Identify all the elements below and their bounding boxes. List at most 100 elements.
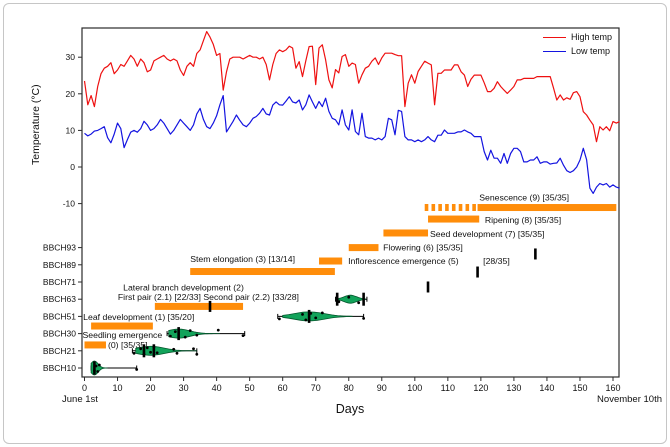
x-tick-label: 80 [344, 383, 354, 393]
x-tick-label: 130 [506, 383, 521, 393]
stage-label: Stem elongation (3) [13/14] [190, 254, 295, 264]
legend: High temp Low temp [543, 30, 612, 58]
temp-tick-label: 20 [66, 89, 76, 99]
temp-tick-label: 10 [66, 125, 76, 135]
violin-point [173, 330, 177, 333]
violin-point [94, 364, 98, 368]
stage-label: [28/35] [483, 256, 510, 266]
violin-point [145, 346, 149, 350]
violin-bbch30 [168, 328, 220, 339]
x-tick-label: 160 [605, 383, 620, 393]
stage-label: Seedling emergence [83, 330, 163, 340]
x-tick-label: 120 [473, 383, 488, 393]
violin-point [309, 312, 313, 315]
event-marker-tick [426, 281, 430, 293]
violin-point [188, 329, 192, 332]
event-marker-tick [534, 248, 537, 260]
violin-point [241, 334, 245, 337]
violin-median-tick [307, 309, 311, 323]
stage-label: Senescence (9) [35/35] [479, 193, 569, 203]
violin-point [168, 334, 172, 338]
y-axis-title: Temperature (°C) [30, 84, 42, 166]
violin-point [132, 351, 136, 355]
legend-item-low-temp: Low temp [543, 44, 612, 58]
violin-point [183, 335, 187, 339]
high-temp-line-swatch [543, 36, 566, 38]
event-marker-tick [208, 300, 212, 312]
figure-border [3, 3, 667, 444]
violin-median-tick [93, 361, 96, 375]
x-start-date-label: June 1st [62, 394, 98, 405]
violin-median-tick [177, 327, 180, 341]
x-tick-label: 150 [572, 383, 587, 393]
x-tick-label: 0 [82, 383, 87, 393]
violin-point [139, 347, 143, 351]
temp-tick-label: 30 [66, 52, 76, 62]
x-tick-label: 140 [539, 383, 554, 393]
stage-label: First pair (2.1) [22/33] Second pair (2.… [118, 292, 299, 302]
bbch-tick-label: BBCH89 [43, 260, 76, 270]
violin-median-tick [335, 292, 339, 306]
violin-point [195, 352, 199, 356]
violin-point [152, 345, 156, 349]
seedling-emergence-bar [84, 341, 106, 349]
x-tick-label: 90 [377, 383, 387, 393]
bbch-tick-label: BBCH30 [43, 329, 76, 339]
x-tick-label: 20 [146, 383, 156, 393]
seed-development-bar [383, 229, 429, 237]
ripening-bar [428, 215, 480, 223]
violin-median-tick [142, 344, 146, 358]
violin-bbch63 [336, 294, 366, 304]
high-temp-line [83, 31, 620, 143]
violin-point [96, 370, 100, 373]
violin-point [192, 347, 195, 351]
violin-point [347, 295, 351, 299]
flowering-bar [348, 244, 379, 252]
violin-point [172, 347, 176, 351]
bbch-tick-label: BBCH10 [43, 363, 76, 373]
leaf-development-bar [91, 322, 153, 330]
stem-elongation-bar [190, 268, 335, 276]
stage-label: Lateral branch development (2) [123, 283, 244, 293]
violin-point [301, 313, 304, 316]
violin-point [97, 363, 101, 367]
violin-point [357, 301, 361, 305]
temp-tick-label: -10 [63, 199, 76, 209]
violin-point [142, 352, 146, 356]
violin-point [320, 311, 324, 315]
violin-point [175, 351, 179, 355]
legend-label-high-temp: High temp [571, 32, 613, 42]
violin-point [216, 328, 220, 332]
x-tick-label: 70 [311, 383, 321, 393]
stage-label: Ripening (8) [35/35] [485, 215, 561, 225]
violin-point [195, 333, 199, 337]
bbch-tick-label: BBCH63 [43, 294, 76, 304]
x-tick-label: 10 [113, 383, 123, 393]
leaf-pairs-bar [154, 302, 244, 310]
violin-point [314, 316, 318, 320]
x-tick-label: 50 [245, 383, 255, 393]
senescence-bar [477, 204, 617, 212]
temp-tick-label: 0 [70, 162, 75, 172]
x-tick-label: 100 [407, 383, 422, 393]
violin-median-tick [362, 292, 365, 306]
stage-label: Seed development (7) [35/35] [430, 229, 544, 239]
x-axis-title: Days [335, 402, 365, 416]
x-end-date-label: November 10th [597, 394, 662, 405]
bbch-tick-label: BBCH71 [43, 277, 76, 287]
bbch-tick-label: BBCH21 [43, 346, 76, 356]
legend-item-high-temp: High temp [543, 30, 612, 44]
inflorescence-emergence-bar [319, 257, 343, 265]
stage-label: Inflorescence emergence (5) [348, 256, 459, 266]
stage-label: Flowering (6) [35/35] [383, 243, 463, 253]
violin-point [93, 369, 96, 372]
violin-point [304, 318, 308, 322]
event-marker-tick [476, 266, 479, 278]
violin-point [149, 350, 152, 354]
bbch-tick-label: BBCH51 [43, 311, 76, 321]
bbch-tick-label: BBCH93 [43, 243, 76, 253]
violin-bbch51 [282, 311, 353, 322]
violin-point [337, 300, 341, 304]
low-temp-line-swatch [543, 50, 566, 52]
